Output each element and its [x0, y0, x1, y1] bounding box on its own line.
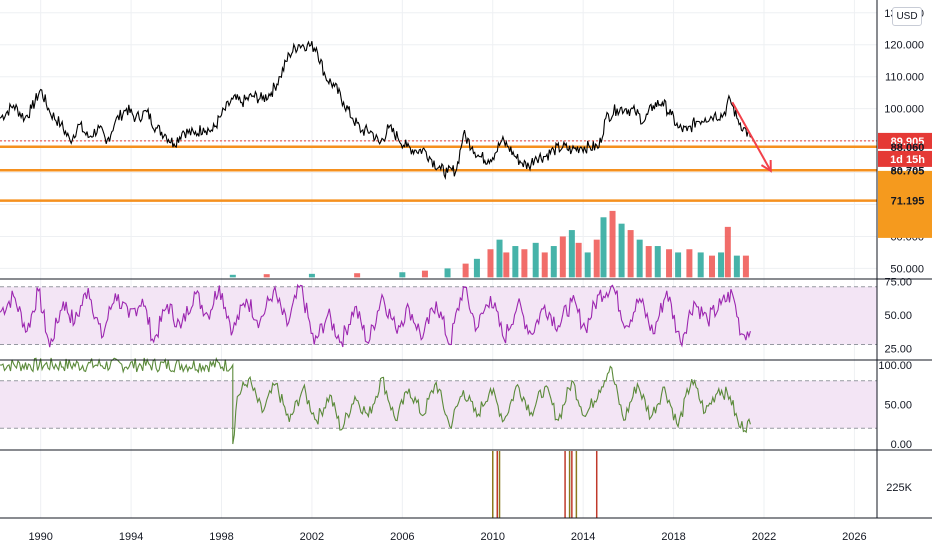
time-axis-tick-label: 2018: [661, 531, 685, 543]
volume-bar: [686, 249, 693, 278]
oscillator-2-tick-label: 50.00: [884, 400, 912, 412]
oscillator-1-tick-label: 25.00: [884, 344, 912, 356]
volume-bar: [550, 246, 557, 278]
volume-bar: [541, 252, 548, 278]
time-axis-tick-label: 2022: [752, 531, 776, 543]
volume-bar: [742, 255, 749, 278]
volume-bar: [618, 223, 625, 278]
volume-bar: [512, 246, 519, 278]
current-price-badge-bg: [878, 132, 932, 149]
oscillator-1-line: [0, 283, 751, 348]
volume-bar: [308, 273, 315, 278]
volume-bar: [568, 230, 575, 278]
volume-bar: [627, 230, 634, 278]
oscillator-1-tick-label: 50.00: [884, 310, 912, 322]
volume-bar: [675, 252, 682, 278]
level-price-label: 80.705: [891, 165, 925, 177]
price-axis-tick-label: 50.000: [890, 263, 924, 275]
time-axis-tick-label: 2026: [842, 531, 866, 543]
oscillator-2-band: [0, 380, 877, 429]
volume-bar: [399, 272, 406, 278]
volume-bar: [600, 217, 607, 278]
volume-bar: [521, 249, 528, 278]
volume-bar: [724, 226, 731, 278]
volume-bar: [708, 255, 715, 278]
volume-bar: [229, 274, 236, 278]
forecast-arrow-head: [760, 159, 772, 173]
volume-bar: [697, 252, 704, 278]
volume-bar: [609, 210, 616, 278]
volume-bar: [421, 270, 428, 278]
volume-bar: [462, 263, 469, 278]
volume-bar: [654, 246, 661, 278]
volume-bar: [354, 273, 361, 278]
volume-bar: [636, 239, 643, 278]
volume-bar: [645, 246, 652, 278]
oscillator-2-line: [0, 357, 751, 445]
volume-bar: [503, 252, 510, 278]
price-axis-tick-label: 100.000: [884, 104, 924, 116]
current-price-badge: 89.905: [891, 136, 925, 148]
countdown-badge: 1d 15h: [890, 154, 925, 166]
volume-bar: [733, 255, 740, 278]
oscillator-2-tick-label: 100.00: [878, 360, 912, 372]
price-axis-tick-label: 120.000: [884, 40, 924, 52]
volume-bar: [559, 236, 566, 278]
volume-bar: [496, 239, 503, 278]
time-axis-tick-label: 1998: [209, 531, 233, 543]
volume-bar: [444, 268, 451, 278]
level-price-label: 71.195: [891, 196, 925, 208]
volume-bar: [263, 274, 270, 278]
time-axis-tick-label: 2014: [571, 531, 595, 543]
price-axis-tick-label: 110.000: [885, 72, 924, 84]
volume-bar: [532, 242, 539, 278]
volume-bar: [575, 242, 582, 278]
volume-bar: [593, 239, 600, 278]
oscillator-2-tick-label: 0.00: [891, 439, 912, 451]
volume-bar: [473, 258, 480, 278]
time-axis-tick-label: 2002: [300, 531, 324, 543]
time-axis-tick-label: 1994: [119, 531, 143, 543]
time-axis-tick-label: 1990: [28, 531, 52, 543]
volume-bar: [584, 252, 591, 278]
oscillator-1-tick-label: 75.00: [884, 276, 912, 288]
volume-bar: [666, 249, 673, 278]
forecast-arrow: [731, 101, 772, 172]
time-axis-tick-label: 2006: [390, 531, 414, 543]
volume-spike-tick-label: 225K: [886, 482, 912, 494]
time-axis-tick-label: 2010: [481, 531, 505, 543]
level-price-label: 88.060: [891, 142, 925, 154]
countdown-badge-bg: [878, 150, 932, 167]
volume-bar: [718, 252, 725, 278]
level-badge-group-bg: [878, 170, 932, 238]
price-line: [0, 40, 751, 180]
currency-unit-label[interactable]: USD: [892, 7, 922, 26]
volume-bar: [487, 249, 494, 278]
